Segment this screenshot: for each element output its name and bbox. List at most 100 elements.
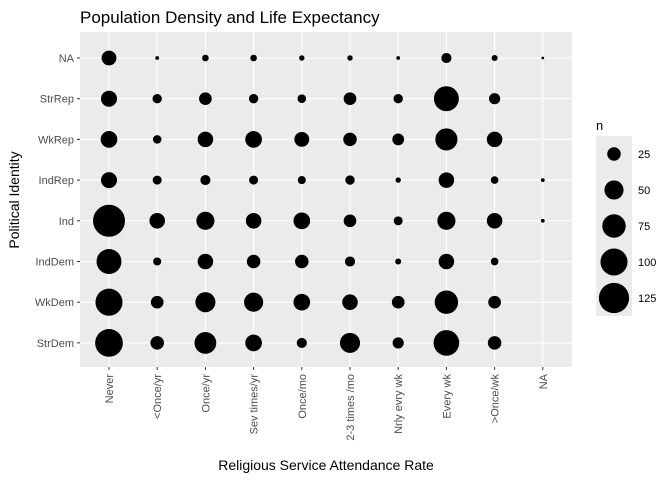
legend-label: 75: [638, 221, 650, 233]
data-point: [540, 178, 545, 183]
legend-title: n: [596, 118, 603, 133]
y-tick-label: NA: [59, 53, 75, 65]
plot-panel: [80, 32, 572, 367]
x-tick-label: Once/yr: [200, 374, 212, 413]
y-tick-label: WkRep: [38, 134, 74, 146]
x-axis-title: Religious Service Attendance Rate: [218, 457, 434, 473]
data-point: [150, 295, 164, 309]
legend-key-point: [602, 214, 626, 238]
data-point: [344, 256, 356, 267]
y-tick-label: WkDem: [35, 297, 74, 309]
data-point: [195, 292, 216, 313]
data-point: [95, 329, 123, 357]
x-tick-label: >Once/wk: [490, 374, 502, 424]
data-point: [197, 131, 214, 148]
data-point: [246, 254, 261, 269]
data-point: [245, 131, 262, 148]
data-point: [200, 175, 211, 186]
chart-title: Population Density and Life Expectancy: [80, 8, 380, 27]
data-point: [95, 288, 123, 316]
data-point: [396, 56, 401, 60]
data-point: [393, 216, 403, 226]
size-legend: n 25 50 75 100 125: [596, 118, 656, 316]
legend-label: 125: [638, 293, 656, 305]
x-tick-label: Never: [104, 374, 116, 404]
legend-label: 25: [638, 149, 650, 161]
y-tick-label: Ind: [59, 216, 74, 228]
data-point: [391, 295, 405, 309]
data-point: [441, 52, 452, 64]
x-tick-label: Every wk: [441, 374, 453, 419]
data-point: [491, 54, 498, 62]
data-point: [194, 332, 217, 354]
data-point: [245, 334, 262, 352]
data-point: [152, 135, 162, 144]
legend-key-point: [600, 248, 628, 276]
data-point: [395, 177, 401, 183]
y-tick-label: IndDem: [35, 257, 74, 269]
data-point: [295, 254, 309, 269]
data-point: [343, 214, 357, 228]
data-point: [96, 249, 122, 274]
data-point: [249, 175, 259, 185]
legend-label: 50: [638, 185, 650, 197]
data-point: [293, 293, 311, 311]
legend-key-point: [604, 180, 624, 200]
data-points: [93, 50, 545, 357]
data-point: [486, 213, 503, 229]
x-tick-label: <Once/yr: [152, 374, 164, 419]
data-point: [490, 257, 499, 266]
data-point: [245, 213, 262, 229]
data-point: [487, 336, 502, 350]
y-tick-label: StrRep: [40, 94, 74, 106]
data-point: [488, 295, 501, 309]
legend-key-point: [598, 282, 630, 314]
y-axis-ticks: NA StrRep WkRep IndRep Ind IndDem WkDem StrDem: [35, 53, 80, 350]
data-point: [100, 131, 118, 148]
data-point: [392, 337, 404, 349]
data-point: [297, 176, 306, 185]
x-axis-ticks: Never <Once/yr Once/yr Sev times/yr Once/mo 2…: [104, 367, 550, 441]
y-tick-label: StrDem: [37, 338, 74, 350]
data-point: [296, 337, 307, 348]
data-point: [155, 56, 160, 60]
data-point: [438, 172, 455, 188]
data-point: [93, 204, 125, 237]
data-point: [199, 92, 212, 106]
data-point: [197, 253, 214, 270]
data-point: [248, 94, 259, 104]
data-point: [152, 175, 162, 185]
data-point: [435, 128, 458, 151]
legend-key-point: [607, 147, 621, 161]
data-point: [486, 131, 503, 148]
data-point: [489, 93, 501, 105]
data-point: [392, 133, 405, 146]
data-point: [150, 336, 164, 350]
data-point: [540, 218, 545, 223]
data-point: [541, 56, 545, 60]
data-point: [393, 94, 403, 104]
data-point: [437, 211, 456, 230]
data-point: [433, 330, 460, 356]
data-point: [101, 90, 117, 107]
data-point: [101, 50, 117, 66]
data-point: [250, 54, 257, 62]
data-point: [345, 175, 355, 185]
data-point: [299, 55, 305, 61]
x-tick-label: Once/mo: [297, 374, 309, 419]
data-point: [347, 55, 353, 61]
data-point: [196, 211, 215, 230]
x-tick-label: 2-3 times /mo: [345, 374, 357, 441]
data-point: [395, 258, 402, 265]
data-point: [339, 332, 361, 353]
data-point: [244, 292, 264, 312]
data-point: [490, 176, 499, 184]
data-point: [438, 253, 455, 270]
data-point: [294, 131, 310, 147]
data-point: [202, 54, 209, 62]
data-point: [293, 212, 311, 230]
data-point: [343, 92, 357, 106]
y-tick-label: IndRep: [39, 175, 74, 187]
data-point: [433, 86, 459, 112]
